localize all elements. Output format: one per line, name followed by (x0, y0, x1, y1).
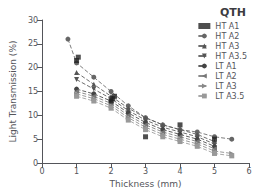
svg-text:0: 0 (40, 167, 45, 176)
svg-text:30: 30 (28, 16, 38, 25)
svg-text:Light Transmission (%): Light Transmission (%) (8, 41, 18, 143)
svg-text:2: 2 (109, 167, 114, 176)
svg-text:4: 4 (177, 167, 182, 176)
svg-text:1: 1 (74, 167, 79, 176)
svg-text:15: 15 (28, 87, 38, 96)
svg-text:6: 6 (246, 167, 251, 176)
svg-text:LT A3: LT A3 (215, 82, 236, 91)
svg-text:HT A3.5: HT A3.5 (215, 52, 247, 61)
svg-text:10: 10 (28, 111, 38, 120)
svg-text:HT A2: HT A2 (215, 32, 239, 41)
svg-text:LT A2: LT A2 (215, 72, 236, 81)
svg-text:3: 3 (143, 167, 148, 176)
svg-text:LT A1: LT A1 (215, 62, 236, 71)
svg-text:25: 25 (28, 39, 38, 48)
svg-text:HT A3: HT A3 (215, 42, 239, 51)
svg-text:LT A3.5: LT A3.5 (215, 92, 244, 101)
svg-text:20: 20 (28, 63, 38, 72)
svg-text:0: 0 (33, 159, 38, 168)
svg-text:HT A1: HT A1 (215, 22, 239, 31)
svg-text:Thickness (mm): Thickness (mm) (109, 179, 182, 189)
svg-text:5: 5 (212, 167, 217, 176)
svg-text:QTH: QTH (220, 6, 246, 19)
svg-text:5: 5 (33, 135, 38, 144)
